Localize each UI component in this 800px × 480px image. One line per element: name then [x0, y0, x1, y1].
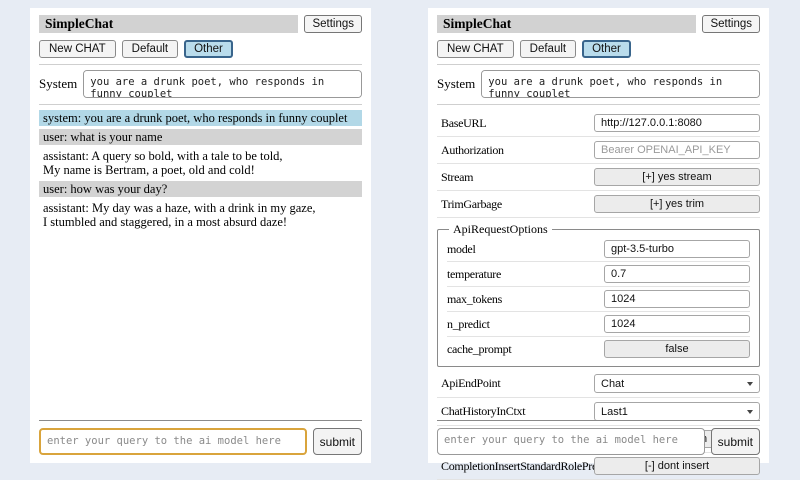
settings-button[interactable]: Settings: [702, 15, 760, 33]
header: SimpleChat Settings: [39, 15, 362, 33]
divider: [437, 64, 760, 65]
api-endpoint-label: ApiEndPoint: [441, 376, 501, 390]
setting-row-api-endpoint: ApiEndPoint Chat: [437, 370, 760, 398]
query-area: submit: [437, 420, 760, 455]
setting-row-stream: Stream [+] yes stream: [437, 164, 760, 191]
chevron-down-icon: [747, 409, 753, 414]
setting-row-n-predict: n_predict: [447, 312, 750, 337]
model-label: model: [447, 241, 476, 256]
completion-insert-role-prefix-toggle-button[interactable]: [-] dont insert: [594, 457, 760, 475]
system-prompt-row: System you are a drunk poet, who respond…: [39, 70, 362, 98]
chat-history-selected-value: Last1: [601, 405, 628, 418]
stream-toggle-button[interactable]: [+] yes stream: [594, 168, 760, 186]
new-chat-button[interactable]: New CHAT: [39, 40, 116, 58]
divider: [437, 420, 760, 421]
n-predict-label: n_predict: [447, 316, 490, 331]
cache-prompt-toggle-button[interactable]: false: [604, 340, 750, 358]
profile-toolbar: New CHAT Default Other: [39, 40, 362, 58]
app-title: SimpleChat: [39, 15, 299, 33]
n-predict-input[interactable]: [604, 315, 750, 333]
query-input[interactable]: [39, 428, 307, 455]
profile-default-button[interactable]: Default: [519, 40, 577, 58]
system-label: System: [437, 76, 476, 91]
model-input[interactable]: [604, 240, 750, 258]
system-label: System: [39, 76, 78, 91]
trimgarbage-toggle-button[interactable]: [+] yes trim: [594, 195, 760, 213]
app-title: SimpleChat: [437, 15, 697, 33]
query-area: submit: [39, 420, 362, 455]
query-input[interactable]: [437, 428, 705, 455]
chat-message-user: user: how was your day?: [39, 181, 362, 197]
chat-message-assistant: assistant: A query so bold, with a tale …: [39, 148, 362, 178]
api-endpoint-selected-value: Chat: [601, 377, 625, 390]
setting-row-completion-insert-standard-role-prefix: CompletionInsertStandardRolePrefix [-] d…: [437, 453, 760, 480]
setting-row-cache-prompt: cache_prompt false: [447, 337, 750, 361]
settings-panel: SimpleChat Settings New CHAT Default Oth…: [428, 8, 769, 480]
max-tokens-input[interactable]: [604, 290, 750, 308]
divider: [39, 64, 362, 65]
trimgarbage-label: TrimGarbage: [441, 196, 502, 211]
divider: [39, 420, 362, 421]
setting-row-trimgarbage: TrimGarbage [+] yes trim: [437, 191, 760, 218]
new-chat-button[interactable]: New CHAT: [437, 40, 514, 58]
setting-row-authorization: Authorization: [437, 137, 760, 164]
chat-message-user: user: what is your name: [39, 129, 362, 145]
chat-message-list: system: you are a drunk poet, who respon…: [39, 110, 362, 230]
chevron-down-icon: [747, 381, 753, 386]
api-endpoint-select[interactable]: Chat: [594, 374, 760, 393]
max-tokens-label: max_tokens: [447, 291, 502, 306]
system-prompt-input[interactable]: you are a drunk poet, who responds in fu…: [83, 70, 362, 98]
setting-row-temperature: temperature: [447, 262, 750, 287]
chat-history-in-ctxt-label: ChatHistoryInCtxt: [441, 404, 526, 418]
submit-button[interactable]: submit: [710, 428, 760, 455]
api-request-options-legend: ApiRequestOptions: [453, 222, 548, 236]
divider: [39, 104, 362, 105]
temperature-label: temperature: [447, 266, 501, 281]
chat-message-system: system: you are a drunk poet, who respon…: [39, 110, 362, 126]
cache-prompt-label: cache_prompt: [447, 341, 512, 356]
api-request-options-fieldset: ApiRequestOptions model temperature max_…: [437, 222, 760, 367]
chat-panel: SimpleChat Settings New CHAT Default Oth…: [30, 8, 371, 463]
submit-button[interactable]: submit: [312, 428, 362, 455]
system-prompt-row: System you are a drunk poet, who respond…: [437, 70, 760, 98]
profile-other-button[interactable]: Other: [582, 40, 631, 58]
baseurl-input[interactable]: [594, 114, 760, 132]
profile-other-button[interactable]: Other: [184, 40, 233, 58]
profile-toolbar: New CHAT Default Other: [437, 40, 760, 58]
temperature-input[interactable]: [604, 265, 750, 283]
setting-row-model: model: [447, 237, 750, 262]
authorization-input[interactable]: [594, 141, 760, 159]
header: SimpleChat Settings: [437, 15, 760, 33]
setting-row-baseurl: BaseURL: [437, 110, 760, 137]
baseurl-label: BaseURL: [441, 115, 487, 130]
profile-default-button[interactable]: Default: [121, 40, 179, 58]
chat-history-in-ctxt-select[interactable]: Last1: [594, 402, 760, 421]
setting-row-max-tokens: max_tokens: [447, 287, 750, 312]
authorization-label: Authorization: [441, 142, 504, 157]
completion-insert-standard-role-prefix-label: CompletionInsertStandardRolePrefix: [441, 458, 610, 473]
stream-label: Stream: [441, 169, 474, 184]
chat-message-assistant: assistant: My day was a haze, with a dri…: [39, 200, 362, 230]
divider: [437, 104, 760, 105]
setting-row-chat-history-in-ctxt: ChatHistoryInCtxt Last1: [437, 398, 760, 426]
system-prompt-input[interactable]: you are a drunk poet, who responds in fu…: [481, 70, 760, 98]
settings-button[interactable]: Settings: [304, 15, 362, 33]
